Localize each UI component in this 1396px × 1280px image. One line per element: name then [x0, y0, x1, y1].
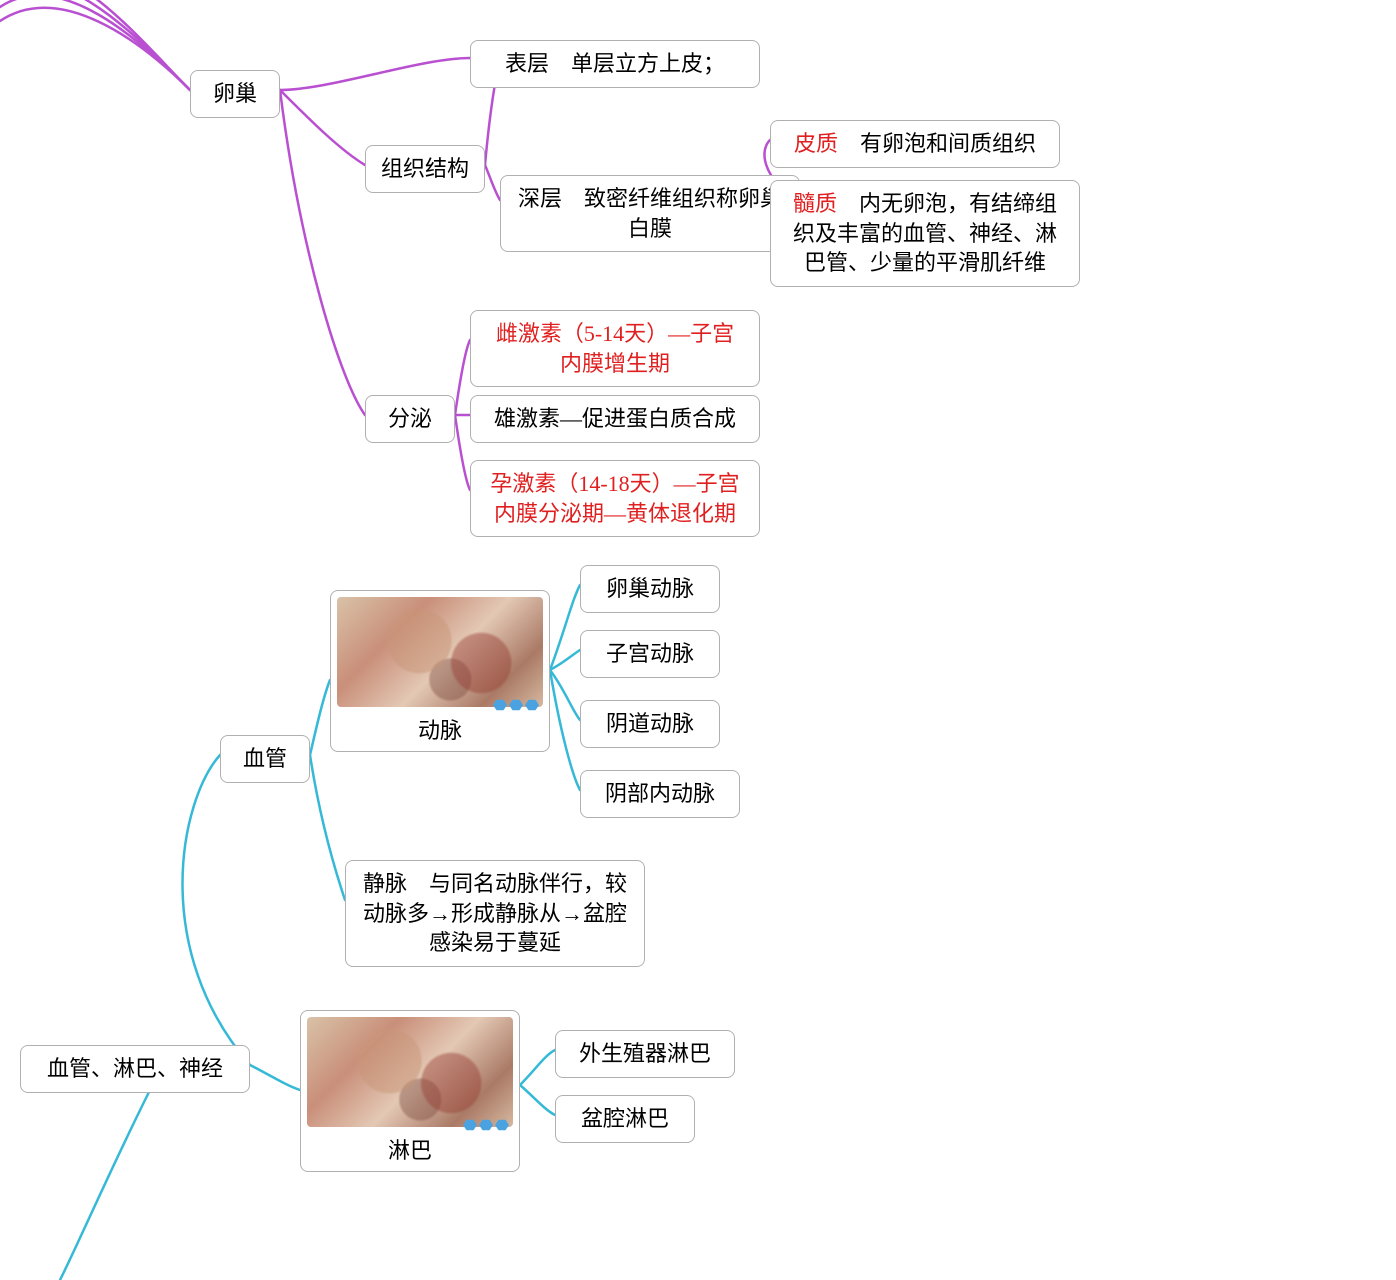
node-artery-image: 动脉 — [330, 590, 550, 752]
node-progesterone: 孕激素（14-18天）—子宫内膜分泌期—黄体退化期 — [470, 460, 760, 537]
node-estrogen: 雌激素（5-14天）—子宫内膜增生期 — [470, 310, 760, 387]
node-tissue: 组织结构 — [365, 145, 485, 193]
node-external-genital-lymph: 外生殖器淋巴 — [555, 1030, 735, 1078]
node-vein: 静脉 与同名动脉伴行，较动脉多→形成静脉从→盆腔感染易于蔓延 — [345, 860, 645, 967]
node-pelvic-lymph: 盆腔淋巴 — [555, 1095, 695, 1143]
node-medulla: 髓质 内无卵泡，有结缔组织及丰富的血管、神经、淋巴管、少量的平滑肌纤维 — [770, 180, 1080, 287]
node-lymph-image: 淋巴 — [300, 1010, 520, 1172]
anatomy-image-icon — [307, 1017, 513, 1127]
hex-badge-icon — [493, 699, 539, 711]
node-pudendal-artery: 阴部内动脉 — [580, 770, 740, 818]
node-artery-caption: 动脉 — [337, 713, 543, 745]
node-secrete: 分泌 — [365, 395, 455, 443]
hex-badge-icon — [463, 1119, 509, 1131]
node-androgen: 雄激素—促进蛋白质合成 — [470, 395, 760, 443]
node-lymph-caption: 淋巴 — [307, 1133, 513, 1165]
node-surface-layer: 表层 单层立方上皮； — [470, 40, 760, 88]
node-deep-layer: 深层 致密纤维组织称卵巢白膜 — [500, 175, 800, 252]
anatomy-image-icon — [337, 597, 543, 707]
node-ovary: 卵巢 — [190, 70, 280, 118]
node-uterine-artery: 子宫动脉 — [580, 630, 720, 678]
node-cortex: 皮质 有卵泡和间质组织 — [770, 120, 1060, 168]
node-vessel-lymph-nerve: 血管、淋巴、神经 — [20, 1045, 250, 1093]
node-vaginal-artery: 阴道动脉 — [580, 700, 720, 748]
node-ovarian-artery: 卵巢动脉 — [580, 565, 720, 613]
node-vessel: 血管 — [220, 735, 310, 783]
